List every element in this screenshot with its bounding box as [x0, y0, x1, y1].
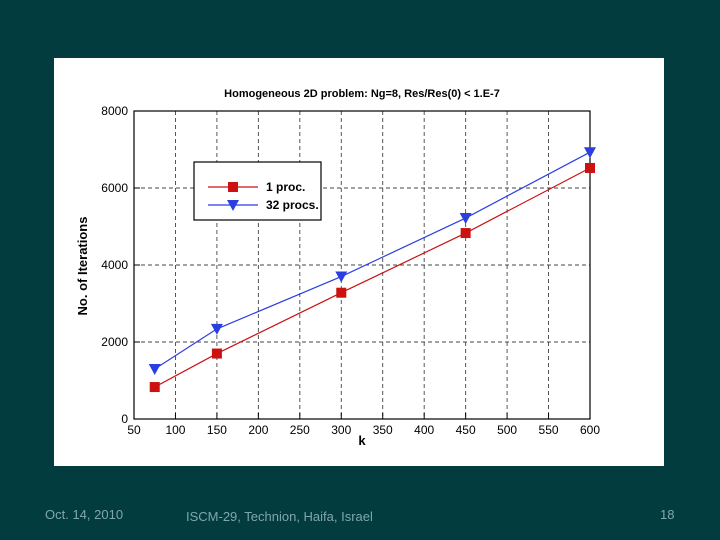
x-axis-label: k: [358, 433, 366, 448]
x-tick-label: 450: [456, 423, 476, 437]
series-2-point: [459, 213, 472, 225]
legend-label-2: 32 procs.: [266, 198, 319, 212]
y-tick-label: 4000: [101, 258, 128, 272]
legend-box: [193, 161, 322, 221]
series-2-point: [210, 323, 223, 335]
x-tick-label: 250: [290, 423, 310, 437]
series-1-point: [149, 382, 160, 393]
x-tick-label: 200: [248, 423, 268, 437]
line-chart: 50 100 150 200 250 300 350 400 450 500 550 60002000…: [75, 88, 600, 448]
footer-date: Oct. 14, 2010: [45, 507, 124, 522]
x-tick-label: 50: [127, 423, 141, 437]
x-tick-label: 500: [497, 423, 517, 437]
footer-venue: ISCM-29, Technion, Haifa, Israel: [186, 509, 373, 524]
y-axis-label: No. of Iterations: [75, 217, 90, 316]
y-tick-label: 0: [121, 412, 128, 426]
series-2-point: [335, 271, 348, 283]
legend-marker-1: [228, 182, 238, 192]
chart-title: Homogeneous 2D problem: Ng=8, Res/Res(0)…: [224, 88, 500, 100]
series-1-point: [211, 348, 222, 359]
y-tick-label: 6000: [101, 181, 128, 195]
series-1-point: [585, 162, 595, 173]
legend-marker-2: [227, 200, 239, 211]
y-tick-label: 2000: [101, 335, 128, 349]
footer-page-number: 18: [660, 507, 675, 522]
x-tick-label: 300: [331, 423, 351, 437]
chart-panel: 50 100 150 200 250 300 350 400 450 500 550 600 0 2000…: [54, 58, 664, 466]
series-1-point: [336, 287, 347, 298]
x-tick-label: 550: [539, 423, 559, 437]
series-2-point: [148, 363, 161, 375]
x-tick-label: 150: [207, 423, 227, 437]
x-tick-label: 400: [414, 423, 434, 437]
series-2-point: [584, 147, 596, 159]
x-tick-label: 600: [580, 423, 600, 437]
legend-label-1: 1 proc.: [266, 180, 305, 194]
x-tick-label: 350: [373, 423, 393, 437]
y-tick-label: 8000: [101, 104, 128, 118]
series-1-point: [460, 228, 471, 239]
x-tick-label: 100: [165, 423, 185, 437]
